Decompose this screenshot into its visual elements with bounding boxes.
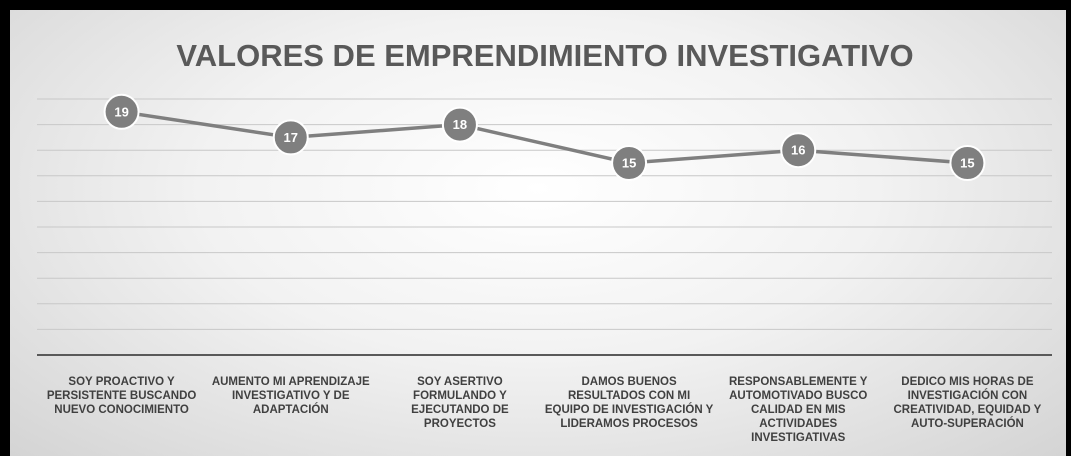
line xyxy=(121,110,968,165)
point xyxy=(103,93,140,130)
data-label: 15 xyxy=(622,156,636,171)
data-label: 16 xyxy=(791,143,805,158)
point xyxy=(611,145,648,181)
point xyxy=(272,119,309,156)
point xyxy=(780,132,817,169)
x-tick-label: DEDICO MIS HORAS DE INVESTIGACIÓN CON CR… xyxy=(893,376,1042,430)
x-tick-label: SOY PROACTIVO Y PERSISTENTE BUSCANDO NUE… xyxy=(46,376,197,416)
chart-title: VALORES DE EMPRENDIMIENTO INVESTIGATIVO xyxy=(176,38,913,73)
chart: VALORES DE EMPRENDIMIENTO INVESTIGATIVO … xyxy=(37,38,1052,356)
x-tick-label: DAMOS BUENOS RESULTADOS CON MI EQUIPO DE… xyxy=(544,376,714,430)
point xyxy=(441,106,478,143)
data-label: 18 xyxy=(453,117,467,132)
x-tick-label: SOY ASERTIVO FORMULANDO Y EJECUTANDO DE … xyxy=(411,376,509,430)
data-label: 15 xyxy=(960,156,974,171)
x-tick-label: RESPONSABLEMENTE Y AUTOMOTIVADO BUSCO CA… xyxy=(729,376,868,444)
chart-frame: VALORES DE EMPRENDIMIENTO INVESTIGATIVO … xyxy=(10,10,1066,456)
x-tick-label: AUMENTO MI APRENDIZAJE INVESTIGATIVO Y D… xyxy=(211,376,370,416)
data-label: 17 xyxy=(284,130,298,145)
point xyxy=(949,145,986,181)
data-label: 19 xyxy=(114,104,128,119)
